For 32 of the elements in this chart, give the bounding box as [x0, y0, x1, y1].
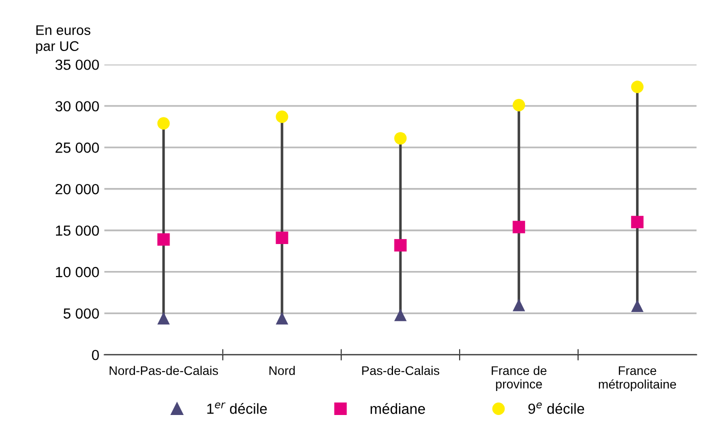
point	[394, 308, 407, 322]
y-tick-label: 0	[92, 350, 99, 360]
point	[631, 216, 644, 228]
y-tick-label: 5 000	[64, 308, 99, 319]
point	[276, 232, 288, 244]
point	[157, 233, 170, 246]
point	[512, 220, 526, 234]
y-tick-label: 10 000	[56, 266, 99, 278]
point	[512, 98, 526, 112]
y-tick-label: 20 000	[56, 184, 99, 194]
point	[631, 80, 644, 94]
legend-label: 1$^{er}$ décile	[207, 402, 267, 414]
point	[157, 117, 170, 130]
legend-label: médiane	[370, 403, 425, 414]
y-tick-label: 35 000	[55, 60, 99, 70]
x-tick-label: Pas-de-Calais	[362, 366, 440, 376]
y-axis-title: En euros par UC	[36, 25, 90, 54]
x-tick-label: France de province	[492, 366, 546, 391]
point	[631, 300, 644, 312]
point	[394, 132, 407, 145]
y-tick-label: 30 000	[55, 101, 99, 112]
y-tick-label: 25 000	[56, 142, 99, 153]
legend-label: 9$^{e}$ décile	[528, 402, 584, 414]
point	[157, 312, 170, 324]
x-tick-label: France métropolitaine	[598, 366, 676, 392]
point	[276, 312, 288, 324]
y-tick-label: 15 000	[56, 225, 99, 236]
point	[394, 239, 407, 252]
point	[276, 110, 288, 123]
point	[512, 298, 526, 312]
x-tick-label: Nord	[269, 366, 295, 376]
x-tick-label: Nord-Pas-de-Calais	[110, 366, 218, 376]
